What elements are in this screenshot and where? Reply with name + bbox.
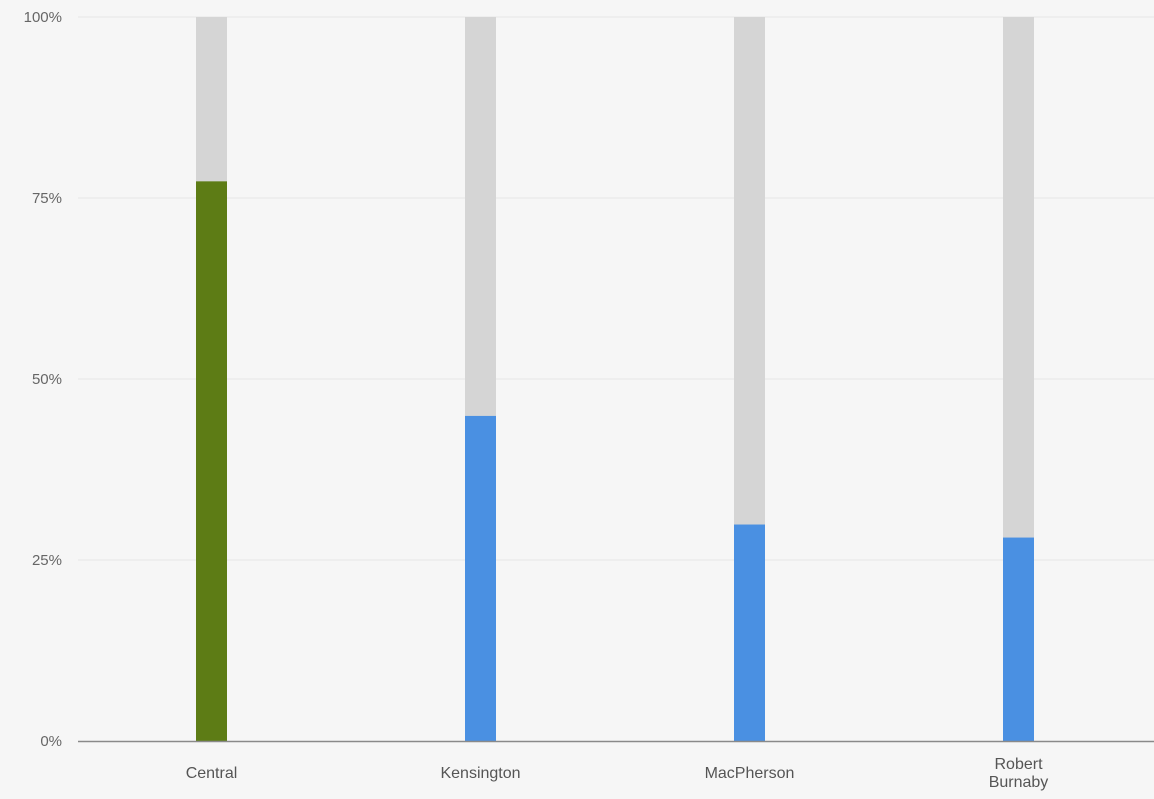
- gridlines: [78, 16, 1154, 561]
- bar-macpherson[interactable]: [734, 524, 765, 741]
- bar-robert-burnaby[interactable]: [1003, 537, 1034, 741]
- y-tick-label: 25%: [32, 552, 62, 569]
- y-axis-ticks: 0% 25% 50% 75% 100%: [24, 9, 62, 750]
- bars: [196, 181, 1034, 741]
- x-tick-label: MacPherson: [705, 765, 795, 782]
- y-tick-label: 75%: [32, 190, 62, 207]
- y-tick-label: 50%: [32, 371, 62, 388]
- x-tick-label: Robert: [994, 756, 1043, 773]
- bar-central[interactable]: [196, 181, 227, 741]
- y-tick-label: 0%: [40, 733, 62, 750]
- bar-kensington[interactable]: [465, 415, 496, 741]
- y-tick-label: 100%: [24, 9, 62, 26]
- x-tick-label: Central: [186, 765, 238, 782]
- x-tick-label: Kensington: [440, 765, 520, 782]
- x-tick-label: Burnaby: [989, 774, 1049, 791]
